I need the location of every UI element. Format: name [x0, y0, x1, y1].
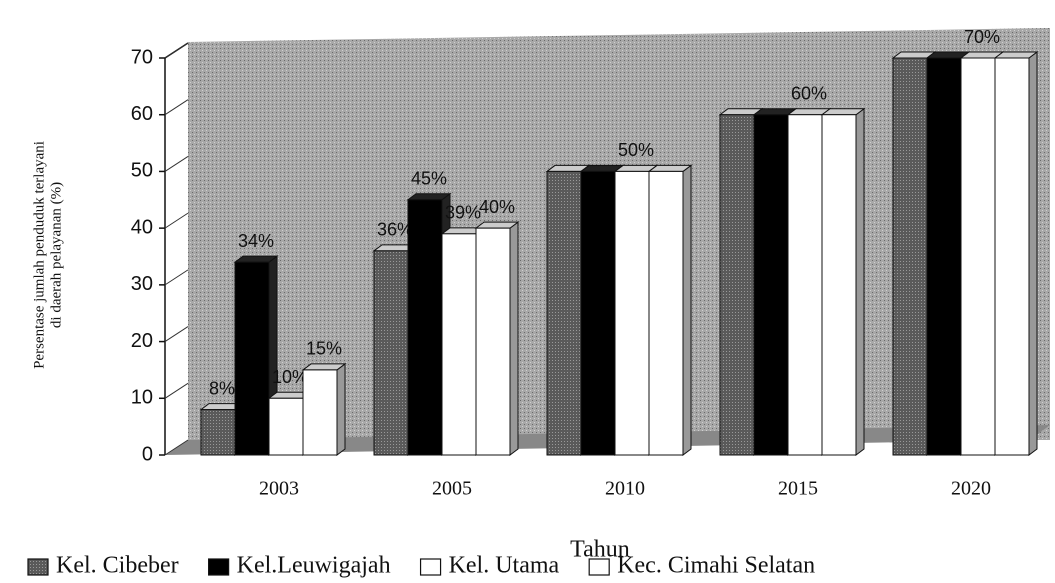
- y-tick-label: 30: [131, 273, 153, 295]
- grid-line: [164, 99, 189, 116]
- y-axis-title: Persentase jumlah penduduk terlayani: [31, 141, 47, 369]
- grid-line: [164, 212, 189, 229]
- bar-top: [647, 164, 693, 172]
- grid-line: [164, 269, 189, 286]
- bar: [234, 261, 270, 456]
- bar: [719, 114, 755, 456]
- bar-top: [406, 193, 452, 201]
- bar: [614, 170, 650, 456]
- grid-line: [164, 156, 189, 172]
- legend-swatch: [588, 558, 610, 576]
- x-tick-label: 2005: [432, 478, 472, 500]
- y-tick-label: 20: [131, 330, 153, 352]
- grid-line: [164, 439, 189, 456]
- x-tick-label: 2020: [951, 478, 991, 500]
- bar-side: [336, 362, 346, 456]
- value-label: 70%: [964, 27, 1000, 47]
- bar: [821, 114, 857, 456]
- legend-label: Kec. Cimahi Selatan: [617, 553, 815, 579]
- x-tick-label: 2010: [605, 478, 645, 500]
- value-label: 10%: [272, 367, 308, 387]
- bar: [926, 57, 962, 456]
- x-axis-title: Tahun: [570, 537, 630, 563]
- legend-swatch: [27, 558, 49, 576]
- x-tick-label: 2015: [778, 478, 818, 500]
- bar-top: [301, 363, 347, 371]
- bar: [648, 170, 684, 456]
- bar-top: [820, 108, 866, 116]
- bar: [407, 199, 443, 456]
- grid-line: [164, 326, 189, 342]
- grid-line: [164, 42, 189, 59]
- bar: [302, 369, 338, 456]
- bar: [787, 114, 823, 456]
- bar-top: [474, 221, 520, 229]
- bar-side: [509, 221, 519, 456]
- y-tick-label: 10: [131, 387, 153, 409]
- y-tick-label: 70: [131, 46, 153, 68]
- bar-top: [233, 255, 279, 263]
- y-tick-label: 0: [142, 443, 153, 465]
- value-label: 40%: [479, 197, 515, 217]
- bar: [580, 170, 616, 456]
- value-label: 45%: [411, 169, 447, 189]
- y-tick-label: 50: [131, 160, 153, 182]
- x-tick-label: 2003: [259, 478, 299, 500]
- bar: [753, 114, 789, 456]
- value-label: 50%: [618, 140, 654, 160]
- bar-side: [855, 107, 865, 456]
- bar: [994, 57, 1030, 456]
- legend-swatch: [208, 558, 230, 576]
- value-label: 34%: [238, 231, 274, 251]
- value-label: 36%: [377, 220, 413, 240]
- value-label: 8%: [209, 378, 235, 398]
- legend-label: Kel.Leuwigajah: [237, 553, 391, 579]
- bar-side: [682, 164, 692, 456]
- bar: [268, 397, 304, 456]
- value-label: 15%: [306, 339, 342, 359]
- bar: [960, 57, 996, 456]
- bar: [441, 233, 477, 456]
- legend-label: Kel. Cibeber: [56, 553, 179, 579]
- y-axis-title: di daerah pelayanan (%): [48, 182, 64, 328]
- bar: [373, 250, 409, 456]
- legend-swatch: [419, 558, 442, 576]
- value-label: 60%: [791, 83, 827, 103]
- bar-side: [1028, 51, 1038, 456]
- grid-line: [164, 382, 189, 399]
- legend-label: Kel. Utama: [449, 553, 560, 579]
- y-tick-label: 40: [131, 216, 153, 238]
- bar-top: [993, 51, 1039, 59]
- bar: [475, 227, 511, 456]
- bar: [546, 170, 582, 456]
- bar: [200, 409, 236, 456]
- y-tick-label: 60: [131, 103, 153, 125]
- value-label: 39%: [445, 203, 481, 223]
- bar: [892, 57, 928, 456]
